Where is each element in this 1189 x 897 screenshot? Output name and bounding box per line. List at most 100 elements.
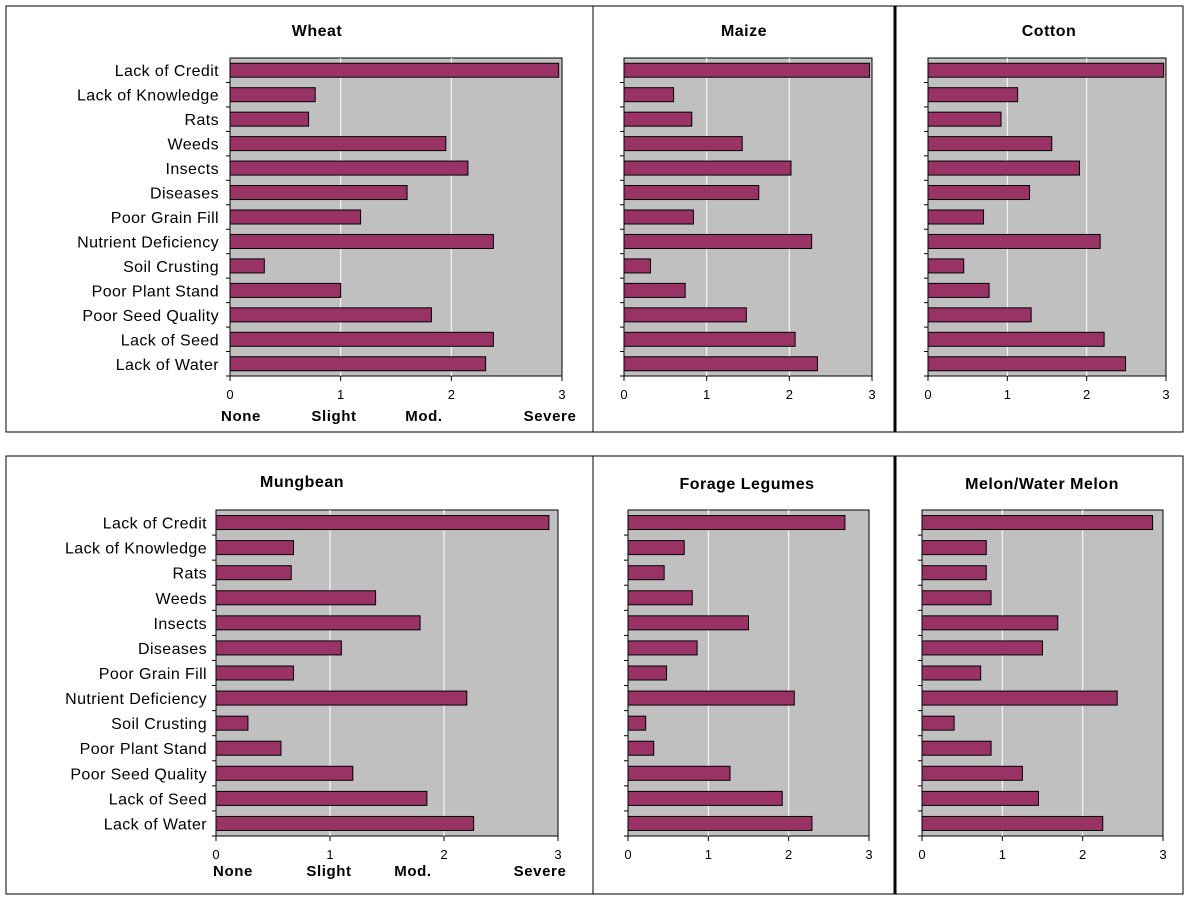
category-label: Lack of Water (104, 816, 208, 833)
bar (927, 160, 1081, 176)
x-tick-label: 0 (924, 387, 931, 402)
bar (229, 282, 342, 298)
bar (623, 209, 694, 225)
category-label: Weeds (167, 137, 219, 154)
x-tick-label: 0 (226, 387, 233, 402)
bar (215, 690, 468, 706)
bar (627, 765, 731, 781)
bar (627, 615, 749, 631)
chart-title: Melon/Water Melon (965, 476, 1119, 493)
bar (927, 331, 1105, 347)
bar (921, 665, 982, 681)
bar (921, 515, 1154, 531)
category-label: Rats (173, 566, 208, 583)
bar (229, 111, 310, 127)
severity-label: Mod. (394, 863, 431, 880)
category-label: Nutrient Deficiency (65, 691, 207, 708)
x-tick-label: 3 (865, 847, 872, 862)
bar (927, 258, 965, 274)
bar (229, 209, 362, 225)
bar (921, 740, 992, 756)
bar (921, 715, 955, 731)
category-label: Lack of Credit (115, 63, 219, 80)
chart-title: Wheat (292, 23, 343, 40)
bar (623, 185, 760, 201)
bar (215, 790, 428, 806)
category-label: Poor Grain Fill (99, 666, 207, 683)
x-tick-label: 0 (918, 847, 925, 862)
bar (921, 765, 1023, 781)
category-label: Rats (185, 112, 220, 129)
category-label: Nutrient Deficiency (77, 234, 219, 251)
category-label: Weeds (155, 591, 207, 608)
severity-label: None (221, 408, 261, 425)
bar (927, 282, 990, 298)
bar (623, 136, 743, 152)
bar (627, 515, 846, 531)
category-label: Lack of Seed (121, 332, 219, 349)
x-tick-label: 1 (326, 847, 333, 862)
bar (229, 185, 408, 201)
category-label: Diseases (150, 186, 219, 203)
bar (627, 690, 795, 706)
x-tick-label: 2 (1083, 387, 1090, 402)
bar (627, 540, 685, 556)
category-label: Diseases (138, 641, 207, 658)
bar (623, 87, 675, 103)
plot-area (627, 509, 870, 837)
bar (229, 258, 265, 274)
x-tick-label: 3 (554, 847, 561, 862)
bar (623, 160, 792, 176)
bar (215, 615, 421, 631)
bar (627, 715, 647, 731)
x-tick-label: 1 (337, 387, 344, 402)
bar (921, 815, 1104, 831)
bar (921, 615, 1059, 631)
x-tick-label: 3 (1159, 847, 1166, 862)
bar (623, 282, 686, 298)
bar (623, 62, 871, 78)
bar (921, 640, 1043, 656)
bar (215, 540, 295, 556)
bar (927, 307, 1032, 323)
bar (229, 160, 469, 176)
bar (229, 233, 494, 249)
x-tick-label: 1 (703, 387, 710, 402)
x-tick-label: 0 (212, 847, 219, 862)
bar (215, 665, 295, 681)
x-tick-label: 0 (620, 387, 627, 402)
bar (927, 136, 1053, 152)
bar (623, 233, 813, 249)
bar (921, 790, 1039, 806)
x-tick-label: 2 (785, 847, 792, 862)
bar (927, 185, 1031, 201)
category-label: Lack of Credit (103, 516, 207, 533)
bar (229, 62, 560, 78)
category-label: Soil Crusting (123, 259, 219, 276)
x-tick-label: 3 (1162, 387, 1169, 402)
category-label: Poor Plant Stand (92, 283, 219, 300)
x-tick-label: 2 (1079, 847, 1086, 862)
bar (215, 565, 292, 581)
bar (215, 640, 342, 656)
category-label: Lack of Knowledge (77, 88, 219, 105)
category-label: Soil Crusting (111, 716, 207, 733)
bar (927, 87, 1019, 103)
x-tick-label: 1 (705, 847, 712, 862)
bar (627, 665, 668, 681)
category-label: Poor Grain Fill (111, 210, 219, 227)
x-tick-label: 2 (786, 387, 793, 402)
severity-label: Slight (311, 408, 356, 425)
chart-title: Cotton (1022, 23, 1077, 40)
bar (927, 356, 1127, 372)
severity-label: None (213, 863, 253, 880)
bar (215, 740, 282, 756)
bar (927, 62, 1165, 78)
x-tick-label: 1 (999, 847, 1006, 862)
bar (215, 590, 377, 606)
bar (927, 111, 1002, 127)
bar (215, 715, 249, 731)
bar (229, 136, 447, 152)
category-label: Lack of Knowledge (65, 541, 207, 558)
